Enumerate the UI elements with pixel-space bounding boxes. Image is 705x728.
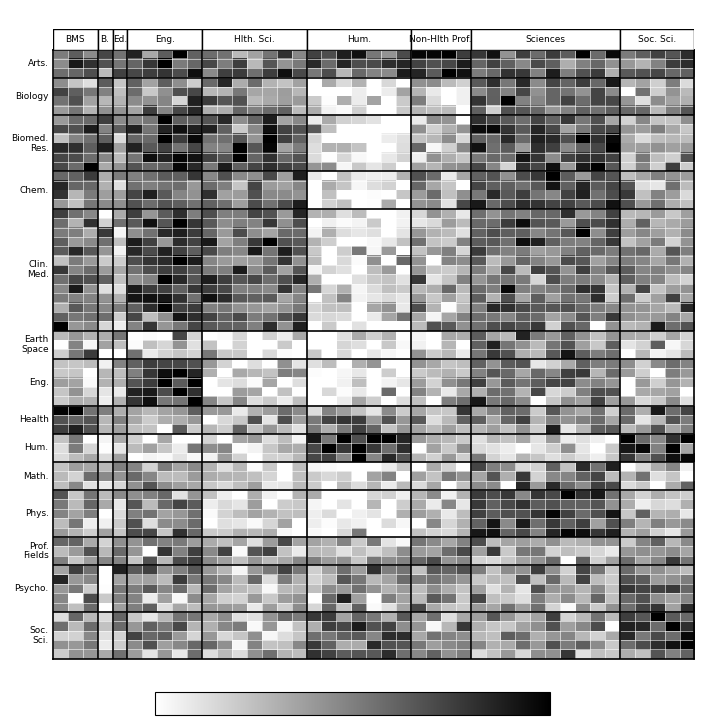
Bar <box>307 29 411 50</box>
Text: Non-Hlth Prof.: Non-Hlth Prof. <box>410 35 472 44</box>
Bar <box>53 29 97 50</box>
Text: Hum.: Hum. <box>347 35 371 44</box>
Bar <box>471 29 620 50</box>
Text: Eng.: Eng. <box>155 35 175 44</box>
Text: Ed.: Ed. <box>113 35 127 44</box>
Text: Sciences: Sciences <box>525 35 565 44</box>
Bar <box>113 29 128 50</box>
Text: Soc. Sci.: Soc. Sci. <box>638 35 676 44</box>
Bar <box>620 29 694 50</box>
Text: BMS: BMS <box>66 35 85 44</box>
Bar <box>128 29 202 50</box>
Bar <box>202 29 307 50</box>
Text: Hlth. Sci.: Hlth. Sci. <box>234 35 275 44</box>
Bar <box>411 29 471 50</box>
Bar <box>97 29 113 50</box>
Text: B.: B. <box>101 35 109 44</box>
